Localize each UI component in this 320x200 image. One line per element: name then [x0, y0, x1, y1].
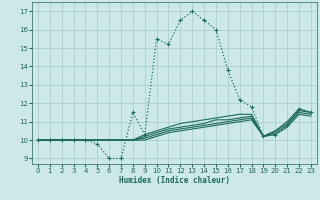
X-axis label: Humidex (Indice chaleur): Humidex (Indice chaleur) [119, 176, 230, 185]
